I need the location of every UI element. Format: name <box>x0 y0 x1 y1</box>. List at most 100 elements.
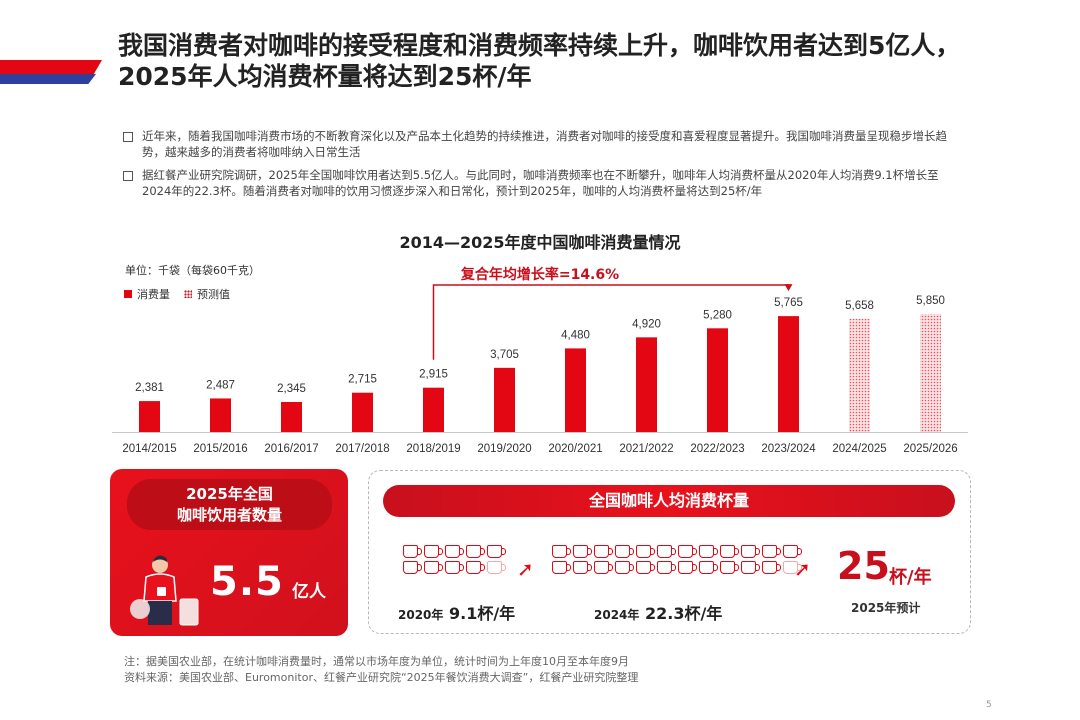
bar-value-label: 2,915 <box>419 369 448 381</box>
footnote-note: 注：据美国农业部，在统计咖啡消费量时，通常以市场年度为单位，统计时间为上年度10… <box>124 655 629 668</box>
x-tick-label: 2022/2023 <box>690 443 744 455</box>
consumption-bar <box>352 392 373 432</box>
bar-value-label: 4,480 <box>561 329 590 341</box>
bar-value-label: 2,381 <box>135 382 164 394</box>
chart-unit-label: 单位：千袋（每袋60千克） <box>125 264 260 277</box>
coffee-cup-icon <box>762 545 781 558</box>
coffee-drinker-illustration <box>130 555 199 626</box>
coffee-cup-icon <box>424 545 443 558</box>
coffee-cup-icon <box>487 561 506 574</box>
page-number: 5 <box>986 700 992 710</box>
cagr-bracket <box>432 284 790 360</box>
consumption-bar <box>210 398 231 432</box>
label-2020: 2020年 9.1杯/年 <box>398 604 516 623</box>
x-tick-label: 2014/2015 <box>122 443 176 455</box>
coffee-cup-icon <box>699 545 718 558</box>
coffee-cup-icon <box>487 545 506 558</box>
x-tick-label: 2020/2021 <box>548 443 602 455</box>
cups-2025-label: 2025年预计 <box>851 601 921 615</box>
legend-swatch-actual <box>124 290 132 298</box>
coffee-cup-icon <box>615 561 634 574</box>
coffee-cup-icon <box>741 545 760 558</box>
chart-title: 2014—2025年度中国咖啡消费量情况 <box>399 233 681 252</box>
coffee-cup-icon <box>741 561 760 574</box>
cagr-arrowhead <box>784 284 793 292</box>
bar-chart: 2,381 2014/2015 2,487 2015/2016 2,345 2016/20… <box>112 284 968 455</box>
x-tick-label: 2015/2016 <box>193 443 247 455</box>
drinkers-card: 2025年全国 咖啡饮用者数量 5.5 亿人 <box>110 469 348 636</box>
bar-value-label: 2,345 <box>277 383 306 395</box>
bullet-item: 据红餐产业研究院调研，2025年全国咖啡饮用者达到5.5亿人。与此同时，咖啡消费… <box>122 167 967 199</box>
coffee-cup-icon <box>783 545 802 558</box>
legend-item-actual: 消费量 <box>124 286 170 302</box>
per-capita-card-title: 全国咖啡人均消费杯量 <box>383 485 955 517</box>
consumption-bar <box>636 337 657 432</box>
coffee-cup-icon <box>678 561 697 574</box>
consumption-bar <box>778 316 799 432</box>
bar-value-label: 5,280 <box>703 309 732 321</box>
cagr-annotation: 复合年均增长率=14.6% <box>460 267 620 283</box>
coffee-cup-icon <box>466 545 485 558</box>
consumption-bar <box>423 387 444 432</box>
consumption-bar <box>565 348 586 432</box>
drinkers-card-title: 2025年全国 咖啡饮用者数量 <box>127 479 332 530</box>
coffee-cup-icon <box>762 561 781 574</box>
cups-2025-unit: 杯/年 <box>889 567 932 588</box>
legend-swatch-forecast <box>184 290 192 298</box>
drinkers-unit: 亿人 <box>292 582 326 602</box>
coffee-cup-icon <box>552 545 571 558</box>
coffee-cup-icon <box>594 561 613 574</box>
cups-2024-grid <box>552 545 802 574</box>
footnote-source: 资料来源：美国农业部、Euromonitor、红餐产业研究院“2025年餐饮消费… <box>124 671 639 684</box>
forecast-bar <box>920 314 941 432</box>
x-tick-label: 2023/2024 <box>761 443 816 455</box>
x-tick-label: 2019/2020 <box>477 443 531 455</box>
coffee-cup-icon <box>594 545 613 558</box>
x-tick-label: 2016/2017 <box>264 443 318 455</box>
x-tick-label: 2025/2026 <box>903 443 957 455</box>
consumption-bar <box>139 401 160 432</box>
slide-title: 我国消费者对咖啡的接受程度和消费频率持续上升，咖啡饮用者达到5亿人，2025年人… <box>118 31 961 91</box>
coffee-cup-icon <box>720 561 739 574</box>
coffee-cup-icon <box>615 545 634 558</box>
bar-value-label: 5,850 <box>916 295 945 307</box>
x-tick-label: 2018/2019 <box>406 443 460 455</box>
coffee-cup-icon <box>424 561 443 574</box>
x-tick-label: 2017/2018 <box>335 443 389 455</box>
bar-value-label: 4,920 <box>632 318 661 330</box>
bullet-list: 近年来，随着我国咖啡消费市场的不断教育深化以及产品本土化趋势的持续推进，消费者对… <box>122 128 967 206</box>
coffee-cup-icon <box>445 561 464 574</box>
coffee-cup-icon <box>403 561 422 574</box>
bar-value-label: 2,715 <box>348 374 377 386</box>
arrow-icon: ➚ <box>517 557 534 581</box>
bar-value-label: 5,658 <box>845 300 874 312</box>
bar-value-label: 2,487 <box>206 379 235 391</box>
chart-legend: 消费量 预测值 <box>124 286 230 302</box>
coffee-cup-icon <box>657 545 676 558</box>
consumption-bar <box>281 402 302 432</box>
coffee-cup-icon <box>699 561 718 574</box>
coffee-cup-icon <box>573 545 592 558</box>
drinkers-value: 5.5 <box>210 559 284 605</box>
coffee-cup-icon <box>552 561 571 574</box>
bar-value-label: 3,705 <box>490 349 519 361</box>
per-capita-cups-card: 全国咖啡人均消费杯量 ➚ ➚ 2020年 9.1杯/年 2024年 22.3杯/… <box>368 470 971 634</box>
forecast-bar <box>849 318 870 432</box>
coffee-cup-icon <box>783 561 802 574</box>
coffee-cup-icon <box>573 561 592 574</box>
bullet-item: 近年来，随着我国咖啡消费市场的不断教育深化以及产品本土化趋势的持续推进，消费者对… <box>122 128 967 160</box>
footnotes: 注：据美国农业部，在统计咖啡消费量时，通常以市场年度为单位，统计时间为上年度10… <box>124 654 638 686</box>
coffee-cup-icon <box>720 545 739 558</box>
coffee-cup-icon <box>657 561 676 574</box>
bar-value-label: 5,765 <box>774 297 803 309</box>
title-accent-stripe <box>0 60 102 84</box>
label-2024: 2024年 22.3杯/年 <box>594 604 723 623</box>
x-tick-label: 2021/2022 <box>619 443 673 455</box>
legend-item-forecast: 预测值 <box>184 286 230 302</box>
coffee-cup-icon <box>445 545 464 558</box>
coffee-cup-icon <box>636 545 655 558</box>
coffee-cup-icon <box>636 561 655 574</box>
consumption-bar <box>707 328 728 432</box>
coffee-cup-icon <box>678 545 697 558</box>
